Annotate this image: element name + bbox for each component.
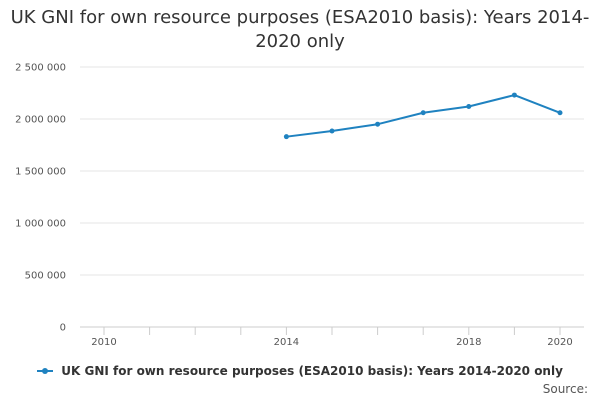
legend-label: UK GNI for own resource purposes (ESA201… <box>61 364 563 378</box>
data-point[interactable] <box>466 104 472 110</box>
y-tick-label: 2 000 000 <box>15 115 66 126</box>
y-gridlines <box>80 66 584 276</box>
y-tick-label: 500 000 <box>25 271 66 282</box>
data-point[interactable] <box>511 92 517 98</box>
series-group <box>283 92 563 140</box>
x-tick-label: 2010 <box>91 337 116 348</box>
y-tick-label: 1 500 000 <box>15 167 66 178</box>
data-point[interactable] <box>420 110 426 116</box>
data-point[interactable] <box>329 128 335 134</box>
series-line <box>286 94 561 138</box>
y-tick-label: 2 500 000 <box>15 63 66 74</box>
x-axis <box>80 326 584 335</box>
x-tick-label: 2018 <box>456 337 481 348</box>
x-tick-label: 2020 <box>547 337 572 348</box>
y-tick-label: 0 <box>60 323 66 334</box>
data-point[interactable] <box>375 121 381 127</box>
data-point[interactable] <box>283 134 289 140</box>
x-axis-tick-labels: 2010 2014 2018 2020 <box>91 337 572 348</box>
y-tick-label: 1 000 000 <box>15 219 66 230</box>
legend[interactable]: UK GNI for own resource purposes (ESA201… <box>0 364 600 378</box>
source-label: Source: <box>542 382 588 396</box>
chart-title: UK GNI for own resource purposes (ESA201… <box>10 7 590 52</box>
legend-line-marker-icon <box>37 367 54 374</box>
y-axis-tick-labels: 0 500 000 1 000 000 1 500 000 2 000 000 2 500… <box>15 63 66 334</box>
data-point[interactable] <box>557 110 563 116</box>
x-tick-label: 2014 <box>274 337 299 348</box>
